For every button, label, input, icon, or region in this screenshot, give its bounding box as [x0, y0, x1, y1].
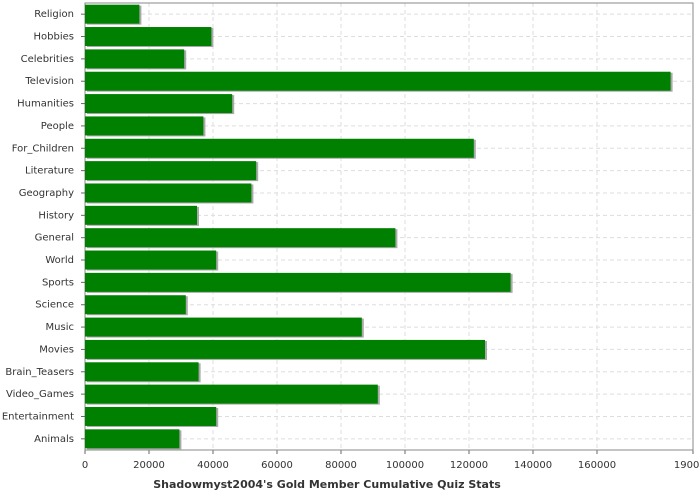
- bar: [85, 406, 217, 426]
- bar: [85, 138, 474, 158]
- plot-frame: [84, 2, 694, 451]
- y-tick-label: For_Children: [12, 143, 74, 154]
- y-tick-label: Entertainment: [2, 411, 74, 422]
- x-tick-label: 80000: [325, 460, 357, 471]
- bar: [85, 4, 140, 24]
- y-tick-label: Animals: [34, 434, 74, 445]
- bar: [85, 384, 378, 404]
- chart-title: Shadowmyst2004's Gold Member Cumulative …: [153, 478, 501, 491]
- y-tick-label: Religion: [34, 9, 74, 20]
- bar: [85, 183, 252, 203]
- x-tick-label: 20000: [133, 460, 165, 471]
- y-tick-label: General: [35, 233, 74, 244]
- x-tick-label: 0: [82, 460, 88, 471]
- bar: [85, 27, 212, 47]
- x-tick-label: 140000: [514, 460, 552, 471]
- bar: [85, 116, 204, 136]
- bar: [85, 317, 362, 337]
- bar: [85, 71, 671, 91]
- x-tick-label: 40000: [197, 460, 229, 471]
- bar: [85, 295, 186, 315]
- y-tick-label: Movies: [39, 344, 74, 355]
- x-tick-label: 160000: [578, 460, 616, 471]
- y-tick-label: Television: [24, 76, 74, 87]
- x-tick-label: 190000: [674, 460, 700, 471]
- bar: [85, 94, 233, 114]
- y-tick-label: Sports: [42, 277, 74, 288]
- y-tick-label: Literature: [25, 166, 74, 177]
- y-tick-label: Science: [35, 300, 74, 311]
- bar: [85, 272, 511, 292]
- y-tick-label: Humanities: [17, 99, 74, 110]
- x-tick-label: 60000: [261, 460, 293, 471]
- y-tick-label: History: [38, 210, 74, 221]
- y-tick-label: Brain_Teasers: [5, 367, 74, 378]
- y-tick-label: Hobbies: [34, 32, 74, 43]
- bar: [85, 339, 485, 359]
- bar: [85, 161, 257, 181]
- bar: [85, 429, 180, 449]
- bar: [85, 205, 197, 225]
- bar: [85, 250, 217, 270]
- y-tick-label: People: [41, 121, 74, 132]
- y-tick-label: Celebrities: [21, 54, 74, 65]
- x-tick-label: 120000: [450, 460, 488, 471]
- y-tick-label: Music: [46, 322, 74, 333]
- bar: [85, 362, 199, 382]
- y-tick-label: Geography: [19, 188, 74, 199]
- x-tick-label: 100000: [386, 460, 424, 471]
- y-tick-label: World: [45, 255, 74, 266]
- bar: [85, 228, 396, 248]
- bar: [85, 49, 185, 69]
- y-tick-label: Video_Games: [6, 389, 74, 400]
